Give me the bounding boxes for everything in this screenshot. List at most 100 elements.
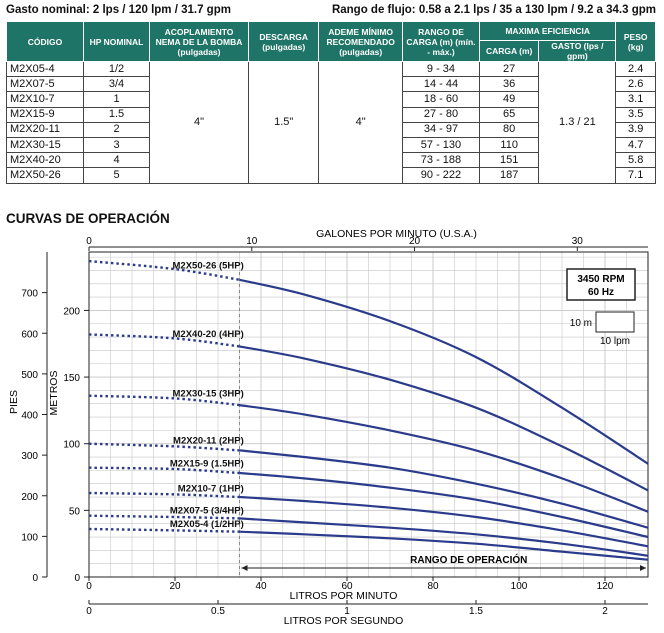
curve-dashed-segment bbox=[88, 466, 240, 475]
table-row: M2X15-9 1.5 27 - 80 65 3.5 bbox=[6, 106, 656, 123]
cell-acoplamiento: 4" bbox=[149, 61, 249, 184]
specs-table: CÓDIGO HP NOMINAL ACOPLAMIENTO NEMA DE L… bbox=[6, 21, 656, 184]
cell-codigo: M2X07-5 bbox=[6, 76, 84, 93]
table-row: M2X30-15 3 57 - 130 110 4.7 bbox=[6, 136, 656, 154]
scale-box bbox=[595, 311, 635, 333]
table-row: M2X07-5 3/4 14 - 44 36 2.6 bbox=[6, 76, 656, 93]
y-right-tick-label: 200 bbox=[63, 306, 80, 317]
cell-carga: 187 bbox=[478, 167, 540, 184]
y-right-tick-label: 150 bbox=[63, 373, 80, 384]
curve-line bbox=[239, 471, 649, 539]
curve-line bbox=[239, 495, 649, 548]
x-lps-tick-label: 2 bbox=[602, 606, 608, 617]
cell-gasto: 1.3 / 21 bbox=[538, 61, 617, 184]
y-left-tick-label: 300 bbox=[21, 451, 38, 462]
x-tick-label: 120 bbox=[597, 581, 614, 592]
curve-dashed-segment bbox=[88, 527, 240, 533]
curve-dashed-segment bbox=[88, 514, 240, 520]
cell-codigo: M2X50-26 bbox=[6, 167, 84, 184]
col-header-peso: PESO (kg) bbox=[615, 21, 656, 62]
col-header-maxima: MAXIMA EFICIENCIA bbox=[478, 21, 617, 41]
scale-box-h-label: 10 lpm bbox=[600, 336, 630, 347]
curve-dashed-segment bbox=[88, 491, 240, 499]
cell-peso: 3.1 bbox=[615, 91, 656, 108]
curve-line bbox=[239, 530, 649, 561]
operating-range-arrow-left bbox=[241, 565, 248, 571]
y-left-tick-label: 700 bbox=[21, 289, 38, 300]
x-tick-label: 60 bbox=[341, 581, 353, 592]
y-left-tick-label: 400 bbox=[21, 411, 38, 422]
operating-range-label: RANGO DE OPERACIÓN bbox=[410, 553, 527, 566]
y-right-tick-label: 0 bbox=[74, 573, 80, 584]
x-tick-label: 0 bbox=[86, 581, 92, 592]
x-lps-axis-label: LITROS POR SEGUNDO bbox=[284, 615, 404, 627]
cell-carga: 27 bbox=[478, 60, 540, 78]
curve-line bbox=[239, 278, 649, 465]
cell-rango: 90 - 222 bbox=[401, 167, 480, 184]
cell-codigo: M2X05-4 bbox=[6, 60, 84, 78]
curve-label: M2X50-26 (5HP) bbox=[173, 261, 244, 272]
x-gpm-tick-label: 0 bbox=[86, 236, 92, 247]
cell-hp: 3/4 bbox=[83, 76, 150, 93]
cell-hp: 5 bbox=[83, 167, 150, 184]
col-header-hp: HP NOMINAL bbox=[83, 21, 150, 62]
y-left-axis-label: PIES bbox=[8, 390, 20, 414]
col-header-ademe: ADEME MÍNIMO RECOMENDADO (pulgadas) bbox=[318, 21, 403, 62]
table-row: M2X05-4 1/2 4" 1.5" 4" 9 - 34 27 1.3 / 2… bbox=[6, 60, 656, 184]
cell-codigo: M2X40-20 bbox=[6, 152, 84, 169]
operating-range-arrow-right bbox=[640, 565, 646, 571]
y-left-tick-label: 500 bbox=[21, 370, 38, 381]
curve-dashed-segment bbox=[88, 394, 240, 407]
curve-label: M2X15-9 (1.5HP) bbox=[170, 458, 244, 469]
curve-line bbox=[239, 449, 649, 529]
x-tick-label: 100 bbox=[511, 581, 528, 592]
curve-label: M2X10-7 (1HP) bbox=[178, 483, 244, 494]
col-header-codigo: CÓDIGO bbox=[6, 21, 84, 62]
col-header-gasto: GASTO (lps / gpm) bbox=[538, 40, 617, 62]
x-lps-tick-label: 0 bbox=[86, 606, 92, 617]
curve-label: M2X40-20 (4HP) bbox=[173, 329, 244, 340]
table-row: M2X20-11 2 34 - 97 80 3.9 bbox=[6, 121, 656, 138]
y-left-tick-label: 100 bbox=[21, 532, 38, 543]
col-header-acoplamiento: ACOPLAMIENTO NEMA DE LA BOMBA (pulgadas) bbox=[149, 21, 249, 62]
curve-label: M2X20-11 (2HP) bbox=[173, 436, 244, 447]
x-tick-label: 40 bbox=[255, 581, 267, 592]
nominal-flow-header: Gasto nominal: 2 lps / 120 lpm / 31.7 gp… bbox=[6, 4, 231, 16]
x-gpm-tick-label: 20 bbox=[409, 236, 421, 247]
y-left-tick-label: 0 bbox=[32, 573, 38, 584]
cell-peso: 7.1 bbox=[615, 167, 656, 184]
curve-dashed-segment bbox=[88, 333, 240, 348]
x-tick-label: 20 bbox=[169, 581, 181, 592]
cell-descarga: 1.5" bbox=[247, 61, 320, 184]
x-axis-label: LITROS POR MINUTO bbox=[290, 590, 398, 602]
col-header-descarga: DESCARGA (pulgadas) bbox=[247, 21, 320, 62]
curve-dashed-segment bbox=[88, 442, 240, 452]
cell-hp: 1/2 bbox=[83, 60, 150, 78]
curve-label: M2X05-4 (1/2HP) bbox=[170, 519, 244, 530]
curve-label: M2X07-5 (3/4HP) bbox=[170, 505, 244, 516]
table-row: M2X50-26 5 90 - 222 187 7.1 bbox=[6, 167, 656, 184]
curve-line bbox=[239, 517, 649, 557]
cell-peso: 2.6 bbox=[615, 76, 656, 93]
scale-box-v-label: 10 m bbox=[570, 318, 592, 329]
x-lps-tick-label: 1.5 bbox=[469, 606, 483, 617]
cell-rango: 73 - 188 bbox=[401, 152, 480, 169]
y-right-axis-label: METROS bbox=[48, 371, 60, 416]
x-gpm-tick-label: 10 bbox=[246, 236, 258, 247]
y-left-tick-label: 600 bbox=[21, 329, 38, 340]
x-tick-label: 80 bbox=[427, 581, 439, 592]
curve-line bbox=[239, 345, 649, 492]
x-lps-tick-label: 0.5 bbox=[211, 606, 225, 617]
section-title: CURVAS DE OPERACIÓN bbox=[6, 211, 170, 226]
x-gpm-axis-label: GALONES POR MINUTO (U.S.A.) bbox=[316, 228, 477, 240]
rpm-label: 3450 RPM bbox=[577, 274, 624, 285]
curve-line bbox=[239, 404, 649, 513]
y-left-tick-label: 200 bbox=[21, 492, 38, 503]
rpm-box bbox=[566, 268, 636, 301]
col-header-carga: CARGA (m) bbox=[478, 40, 540, 62]
hz-label: 60 Hz bbox=[588, 287, 614, 298]
cell-codigo: M2X15-9 bbox=[6, 106, 84, 123]
flow-range-header: Rango de flujo: 0.58 a 2.1 lps / 35 a 13… bbox=[331, 4, 656, 16]
y-right-tick-label: 100 bbox=[63, 440, 80, 451]
